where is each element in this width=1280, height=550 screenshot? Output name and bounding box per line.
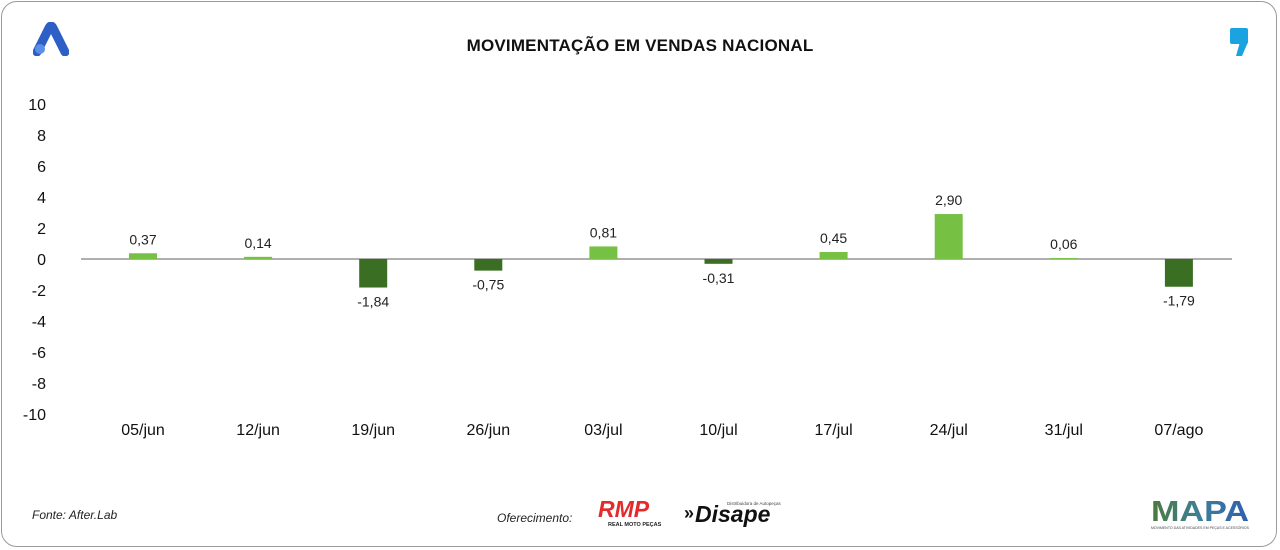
disape-logo-subtext: Distribuidora de Autopeças [727,501,782,506]
x-tick-label: 05/jun [121,422,165,439]
data-label: -1,84 [357,294,389,310]
rmp-logo: RMP REAL MOTO PEÇAS [596,496,672,534]
bar-05-jun [129,253,157,259]
after-lab-logo-icon [32,21,70,61]
bar-24-jul [934,214,963,259]
data-label: 0,45 [820,230,847,246]
data-label: 2,90 [935,192,962,208]
y-tick-label: -6 [32,345,46,362]
x-tick-label: 19/jun [351,422,395,439]
y-tick-label: -10 [23,407,46,424]
y-tick-label: 10 [28,97,46,114]
data-label: -0,31 [703,270,735,286]
x-tick-label: 24/jul [930,422,968,439]
x-tick-label: 10/jul [699,422,737,439]
y-tick-label: -8 [32,376,46,393]
rmp-logo-subtext: REAL MOTO PEÇAS [608,522,662,528]
y-tick-label: 8 [37,128,46,145]
source-note: Fonte: After.Lab [32,508,118,522]
sponsor-label: Oferecimento: [497,511,573,525]
y-tick-label: 2 [37,221,46,238]
data-label: -1,79 [1163,293,1195,309]
x-tick-label: 26/jun [467,422,511,439]
bar-07-ago [1164,259,1193,287]
data-label: 0,06 [1050,236,1077,252]
y-tick-label: -4 [32,314,46,331]
mapa-logo-text: MAPA [1151,496,1249,528]
y-tick-label: 6 [37,159,46,176]
x-tick-label: 31/jul [1045,422,1083,439]
x-tick-label: 17/jul [814,422,852,439]
bar-19-jun [359,259,388,288]
x-tick-label: 03/jul [584,422,622,439]
disape-logo: » Disape Distribuidora de Autopeças [683,498,783,535]
data-label: 0,37 [129,231,156,247]
bar-26-jun [474,259,503,271]
comma-logo-icon [1228,28,1250,63]
bar-03-jul [589,246,618,259]
bar-10-jul [704,259,733,264]
x-tick-label: 12/jun [236,422,280,439]
mapa-logo-subtext: MOVIMENTO DAS ATIVIDADES EM PEÇAS E ACES… [1151,525,1250,530]
disape-logo-text: Disape [695,501,771,527]
data-label: -0,75 [472,277,504,293]
y-tick-label: 4 [37,190,46,207]
data-label: 0,81 [590,224,617,240]
x-tick-label: 07/ago [1154,422,1203,439]
mapa-logo: MAPA MOVIMENTO DAS ATIVIDADES EM PEÇAS E… [1150,494,1252,537]
y-tick-label: 0 [37,252,46,269]
disape-logo-prefix: » [684,503,694,523]
bar-17-jul [819,252,848,259]
bar-12-jun [244,256,273,259]
data-label: 0,14 [244,235,271,251]
rmp-logo-text: RMP [598,497,650,522]
chart-title: MOVIMENTAÇÃO EM VENDAS NACIONAL [466,36,814,55]
bar-31-jul [1049,258,1078,260]
y-tick-label: -2 [32,283,46,300]
